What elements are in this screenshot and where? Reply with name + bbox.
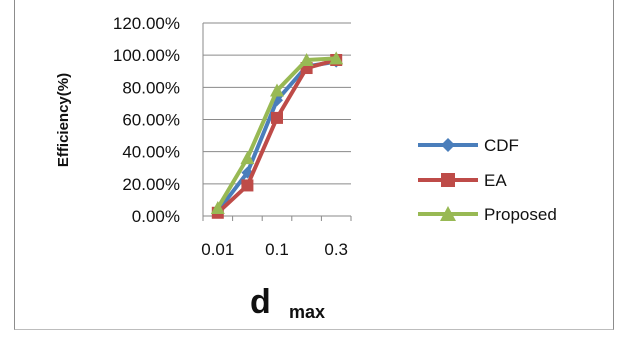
data-point <box>241 179 254 192</box>
chart-frame <box>14 0 614 330</box>
legend-marker <box>440 206 456 221</box>
legend-item-proposed: Proposed <box>418 205 557 224</box>
data-point <box>271 111 283 124</box>
axes <box>202 23 352 221</box>
y-tick-label: 120.00% <box>113 14 180 33</box>
series-proposed <box>210 51 344 214</box>
x-tick-label: 0.1 <box>265 240 289 259</box>
series-cdf <box>211 55 343 218</box>
legend-label: CDF <box>484 136 519 155</box>
legend-item-cdf: CDF <box>418 136 519 155</box>
series-group <box>210 51 344 219</box>
x-axis-label-subscript: max <box>289 302 325 322</box>
data-point <box>270 83 284 97</box>
legend-item-ea: EA <box>418 171 507 190</box>
data-point <box>240 151 255 165</box>
data-point <box>299 52 314 66</box>
y-tick-label: 80.00% <box>122 78 180 97</box>
y-tick-labels: 0.00% 20.00% 40.00% 60.00% 80.00% 100.00% 120.… <box>113 14 180 226</box>
legend: CDF EA Proposed <box>418 136 557 224</box>
x-axis-label: d <box>250 283 271 321</box>
y-tick-label: 20.00% <box>122 175 180 194</box>
legend-marker <box>441 173 455 187</box>
y-tick-label: 0.00% <box>132 207 180 226</box>
data-point <box>329 51 344 65</box>
y-tick-label: 40.00% <box>122 143 180 162</box>
x-tick-label: 0.01 <box>201 240 234 259</box>
y-axis-label: Efficiency(%) <box>55 73 72 167</box>
legend-label: Proposed <box>484 205 557 224</box>
y-tick-label: 60.00% <box>122 111 180 130</box>
y-tick-label: 100.00% <box>113 46 180 65</box>
data-point <box>210 200 225 214</box>
legend-marker <box>441 138 455 152</box>
legend-label: EA <box>484 171 507 190</box>
x-tick-labels: 0.01 0.1 0.3 <box>201 240 348 259</box>
x-tick-label: 0.3 <box>324 240 348 259</box>
